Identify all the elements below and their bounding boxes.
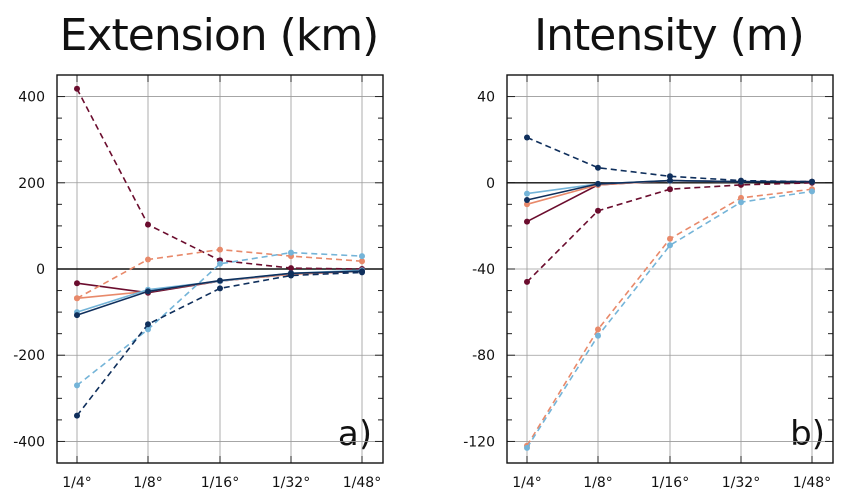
panel-label: a) (338, 414, 372, 454)
x-tick-label: 1/16° (651, 475, 689, 491)
series-line (76, 88, 363, 270)
data-point (217, 260, 223, 267)
chart-title: Intensity (m) (534, 10, 804, 61)
x-tick-label: 1/16° (201, 475, 239, 491)
y-tick-label: -400 (13, 434, 45, 450)
data-point (595, 332, 601, 339)
data-point (595, 180, 601, 187)
data-point (145, 256, 151, 263)
data-point (288, 272, 294, 279)
data-point (524, 444, 530, 451)
panel-intensity: Intensity (m) b) -120 -80 -40 0 40 1/4° 1/8° 1/… (463, 10, 834, 491)
series-line (526, 188, 813, 447)
y-tick-label: 0 (36, 262, 45, 278)
x-tick-label: 1/32° (722, 475, 760, 491)
data-point (217, 285, 223, 292)
data-point (667, 177, 673, 184)
x-tick-label: 1/4° (62, 475, 92, 491)
data-point (595, 207, 601, 214)
data-point (74, 85, 80, 92)
data-point (738, 177, 744, 184)
data-point (595, 326, 601, 333)
plot-frame (506, 74, 834, 464)
data-point (667, 242, 673, 249)
data-point (524, 134, 530, 141)
x-tick-label: 1/8° (133, 475, 163, 491)
series-line (526, 190, 813, 449)
data-point (524, 278, 530, 285)
data-point (524, 201, 530, 208)
y-tick-label: 40 (477, 90, 495, 106)
series-line (76, 251, 363, 387)
data-point (738, 194, 744, 201)
data-point (524, 218, 530, 225)
data-point (145, 288, 151, 295)
panel-extension: Extension (km) a) -400 -200 0 200 400 1/4° 1/8… (13, 10, 384, 491)
y-tick-label: 200 (18, 176, 45, 192)
data-point (288, 265, 294, 272)
data-point (524, 197, 530, 203)
x-tick-label: 1/8° (583, 475, 613, 491)
y-tick-label: 400 (18, 90, 45, 106)
x-tick-label: 1/48° (793, 475, 831, 491)
x-tick-label: 1/4° (512, 475, 542, 491)
data-point (595, 164, 601, 171)
data-point (74, 280, 80, 287)
data-point (74, 382, 80, 389)
data-point (74, 295, 80, 302)
data-point (359, 258, 365, 265)
data-point (738, 199, 744, 206)
data-point (667, 173, 673, 180)
data-point (809, 188, 815, 195)
data-point (145, 321, 151, 328)
data-point (74, 312, 80, 319)
data-point (524, 190, 530, 197)
series-line (526, 136, 813, 183)
data-point (217, 277, 223, 284)
data-point (217, 246, 223, 253)
data-point (667, 235, 673, 242)
data-point (74, 412, 80, 419)
data-point (809, 178, 815, 185)
y-tick-label: 0 (486, 176, 495, 192)
panel-label: b) (790, 414, 825, 454)
chart-title: Extension (km) (60, 10, 379, 61)
y-tick-label: -120 (463, 434, 495, 450)
series-line (76, 271, 363, 417)
y-tick-label: -40 (472, 262, 495, 278)
y-tick-label: -200 (13, 348, 45, 364)
y-tick-label: -80 (472, 348, 495, 364)
data-point (359, 253, 365, 260)
data-point (359, 269, 365, 276)
data-point (288, 249, 294, 256)
x-tick-label: 1/48° (343, 475, 381, 491)
series-line (76, 270, 363, 300)
plot-frame (56, 74, 384, 464)
data-point (667, 186, 673, 193)
data-point (145, 326, 151, 333)
x-tick-label: 1/32° (272, 475, 310, 491)
data-point (145, 221, 151, 228)
